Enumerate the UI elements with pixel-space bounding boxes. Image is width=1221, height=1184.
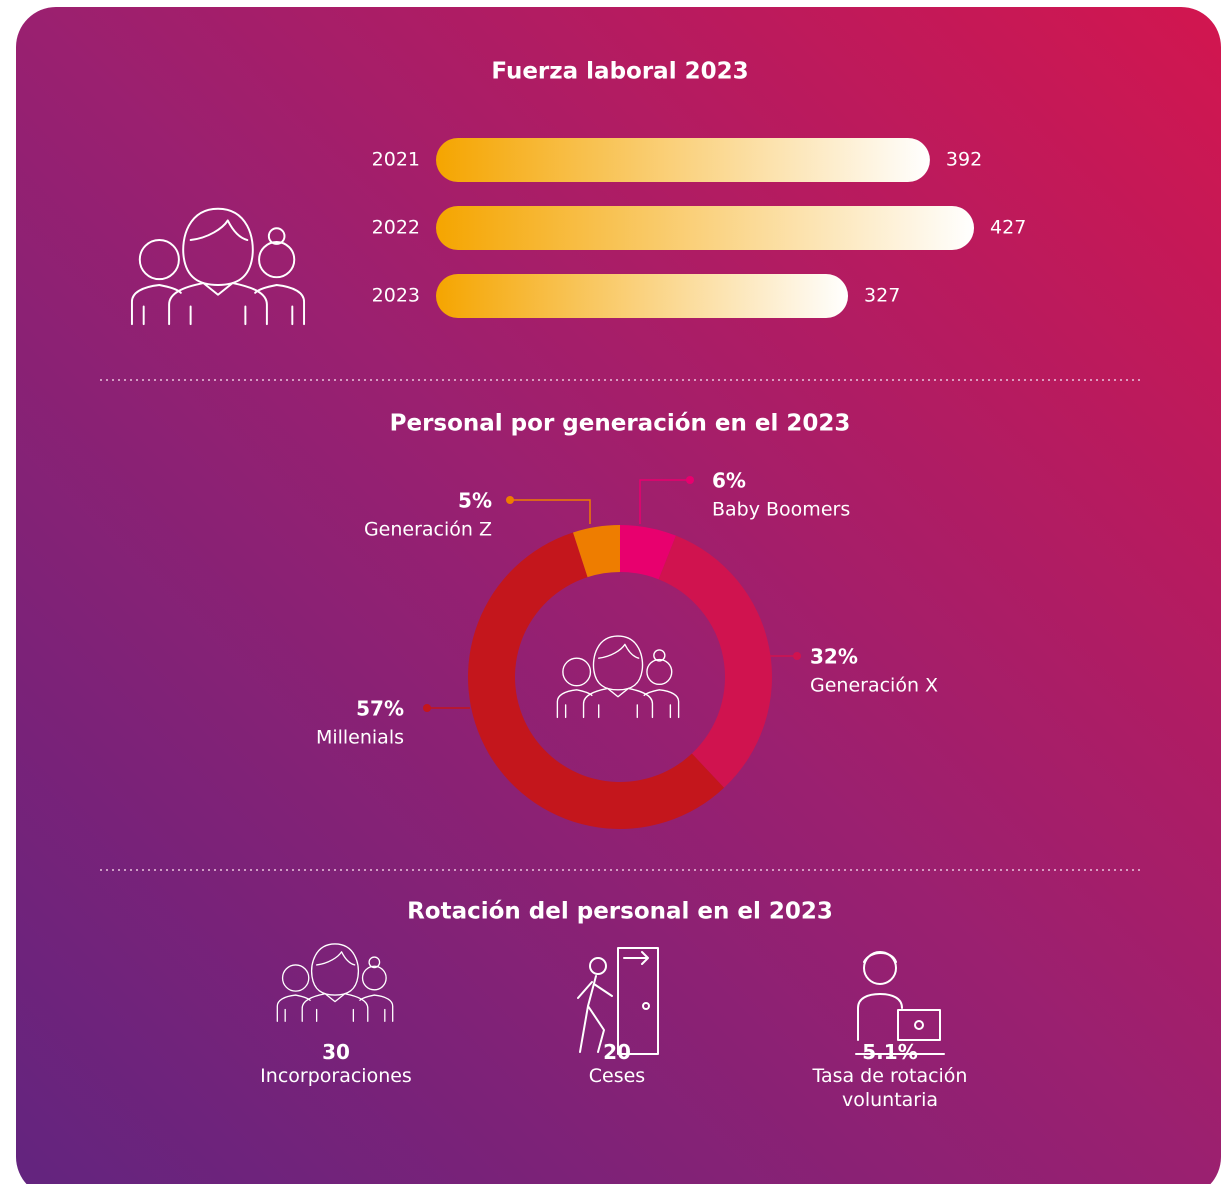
stat: 5.1% Tasa de rotación voluntaria (790, 1040, 990, 1112)
category-label: 2021 (372, 149, 420, 171)
percent-label: 6% (712, 469, 746, 493)
donut-segment (658, 535, 772, 788)
donut-title: Personal por generación en el 2023 (390, 411, 851, 437)
stat-label: Incorporaciones (260, 1065, 412, 1087)
donut-segment (468, 532, 725, 829)
stat: 20 Ceses (507, 1040, 727, 1088)
segment-label: Baby Boomers (712, 499, 850, 521)
card (16, 7, 1221, 1184)
segment-label: Millenials (316, 727, 404, 749)
leader-line (510, 499, 591, 524)
donut-segment (573, 525, 620, 578)
segment-label: Generación Z (364, 519, 492, 541)
leader-dot (423, 704, 431, 712)
percent-label: 5% (458, 489, 492, 513)
stat-label: Ceses (588, 1065, 646, 1087)
percent-label: 32% (810, 645, 858, 669)
bar (436, 274, 849, 318)
value-label: 327 (864, 285, 900, 307)
rotation-title: Rotación del personal en el 2023 (407, 899, 833, 925)
value-label: 427 (990, 217, 1026, 239)
category-label: 2022 (372, 217, 420, 239)
stat-value: 5.1% (862, 1040, 918, 1064)
leader-line (639, 479, 690, 524)
leader-dot (506, 496, 514, 504)
bar-title: Fuerza laboral 2023 (491, 59, 748, 85)
value-label: 392 (946, 149, 982, 171)
stat-value: 20 (603, 1040, 631, 1064)
stat-label: Tasa de rotación voluntaria (812, 1065, 968, 1111)
leader-dot (793, 652, 801, 660)
category-label: 2023 (372, 285, 420, 307)
percent-label: 57% (356, 697, 404, 721)
stat-value: 30 (322, 1040, 350, 1064)
donut-segment (620, 525, 676, 580)
bar (436, 138, 930, 182)
bar (436, 206, 975, 250)
exit-icon (577, 947, 659, 1055)
leader-dot (686, 476, 694, 484)
segment-label: Generación X (810, 675, 938, 697)
desk-icon (855, 951, 945, 1055)
stat: 30 Incorporaciones (226, 1040, 446, 1088)
